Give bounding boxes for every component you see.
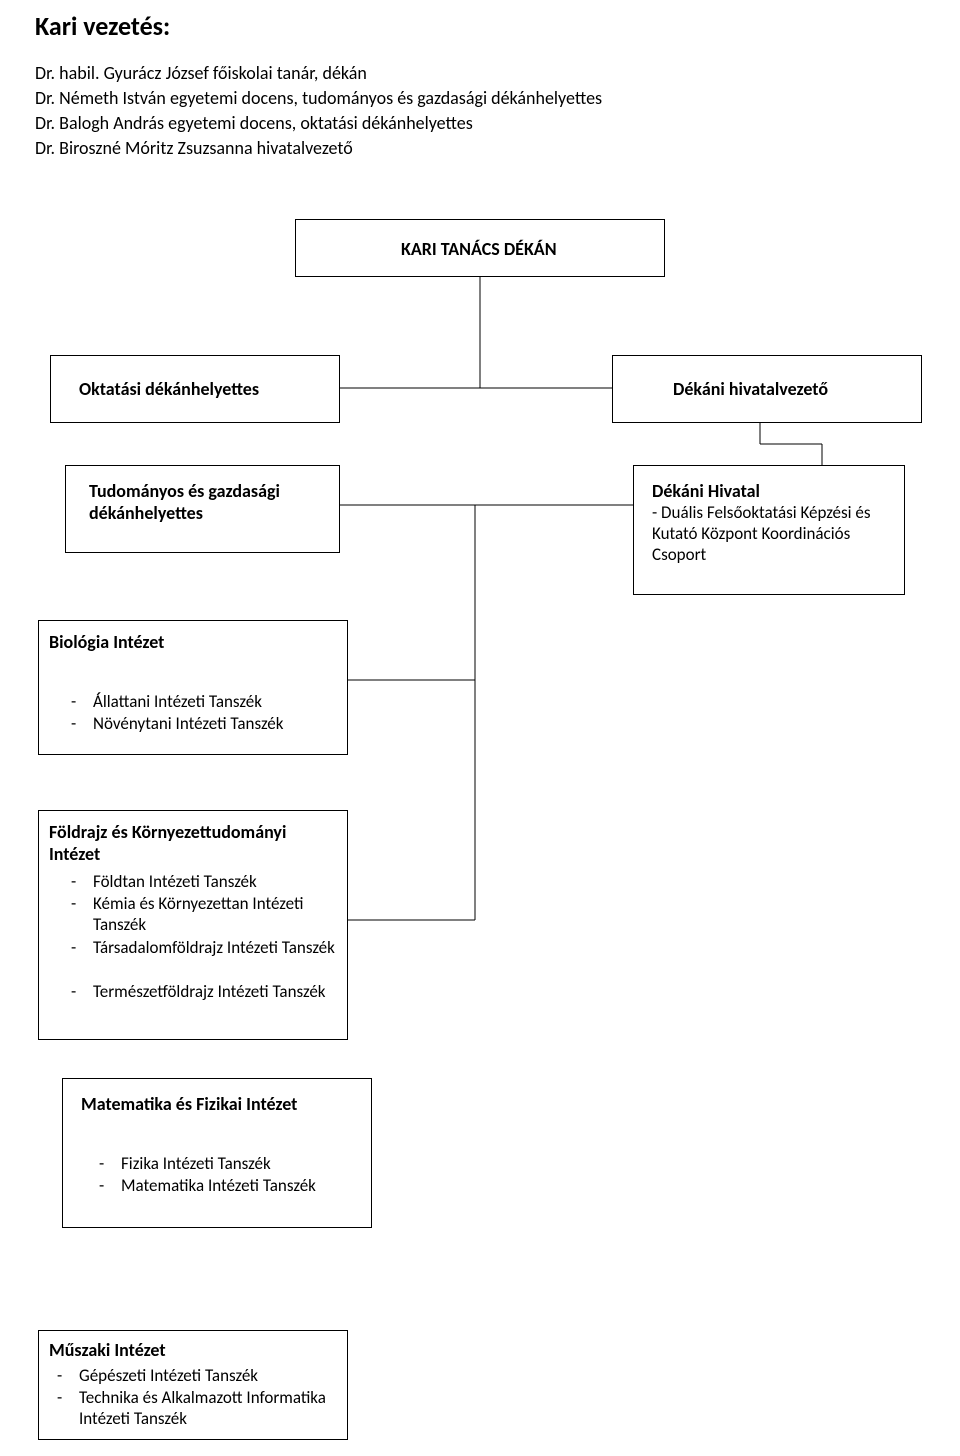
institute-box-biologia: Biológia Intézet -Állattani Intézeti Tans…	[38, 620, 348, 755]
intro-line-4: Dr. Biroszné Móritz Zsuzsanna hivatalvez…	[35, 137, 353, 159]
list-dash: -	[99, 1175, 104, 1196]
institute-box-muszaki: Műszaki Intézet -Gépészeti Intézeti Tansz…	[38, 1330, 348, 1440]
institute-box-matematika: Matematika és Fizikai Intézet -Fizika Int…	[62, 1078, 372, 1228]
org-level3-left-line1: Tudományos és gazdasági	[89, 480, 280, 502]
list-item: Társadalomföldrajz Intézeti Tanszék	[93, 937, 341, 958]
list-item: Kémia és Környezettan Intézeti Tanszék	[93, 893, 341, 935]
institute-title: Biológia Intézet	[49, 631, 164, 653]
list-dash: -	[71, 937, 76, 958]
list-item: Növénytani Intézeti Tanszék	[93, 713, 341, 734]
list-dash: -	[57, 1365, 62, 1386]
institute-title-line: Intézet	[49, 843, 100, 865]
page-heading: Kari vezetés:	[35, 10, 170, 42]
list-item: Technika és Alkalmazott Informatika Inté…	[79, 1387, 341, 1429]
institute-box-foldrajz: Földrajz és KörnyezettudományiIntézet-Fö…	[38, 810, 348, 1040]
org-level2-right-label: Dékáni hivatalvezető	[673, 378, 828, 400]
list-dash: -	[71, 893, 76, 914]
list-item: Természetföldrajz Intézeti Tanszék	[93, 981, 341, 1002]
org-top-label: KARI TANÁCS DÉKÁN	[401, 238, 557, 260]
org-level2-left-label: Oktatási dékánhelyettes	[79, 378, 259, 400]
intro-line-1: Dr. habil. Gyurácz József főiskolai taná…	[35, 62, 367, 84]
org-level3-left: Tudományos és gazdasági dékánhelyettes	[65, 465, 340, 553]
org-top-box: KARI TANÁCS DÉKÁN	[295, 219, 665, 277]
list-dash: -	[99, 1153, 104, 1174]
org-level2-left: Oktatási dékánhelyettes	[50, 355, 340, 423]
intro-line-2: Dr. Németh István egyetemi docens, tudom…	[35, 87, 602, 109]
list-dash: -	[71, 691, 76, 712]
institute-title: Matematika és Fizikai Intézet	[81, 1093, 297, 1115]
list-item: Fizika Intézeti Tanszék	[121, 1153, 365, 1174]
org-level3-right-title: Dékáni Hivatal	[652, 480, 760, 502]
intro-line-3: Dr. Balogh András egyetemi docens, oktat…	[35, 112, 473, 134]
institute-title: Műszaki Intézet	[49, 1339, 166, 1361]
list-item: Állattani Intézeti Tanszék	[93, 691, 341, 712]
list-dash: -	[71, 981, 76, 1002]
list-dash: -	[71, 871, 76, 892]
list-dash: -	[57, 1387, 62, 1408]
org-level3-right-item: - Duális Felsőoktatási Képzési és Kutató…	[652, 502, 888, 565]
org-level2-right: Dékáni hivatalvezető	[612, 355, 922, 423]
org-level3-right: Dékáni Hivatal - Duális Felsőoktatási Ké…	[633, 465, 905, 595]
list-item: Földtan Intézeti Tanszék	[93, 871, 341, 892]
list-dash: -	[71, 713, 76, 734]
org-level3-left-line2: dékánhelyettes	[89, 502, 203, 524]
list-item: Gépészeti Intézeti Tanszék	[79, 1365, 341, 1386]
institute-title-line: Földrajz és Környezettudományi	[49, 821, 286, 843]
list-item: Matematika Intézeti Tanszék	[121, 1175, 365, 1196]
